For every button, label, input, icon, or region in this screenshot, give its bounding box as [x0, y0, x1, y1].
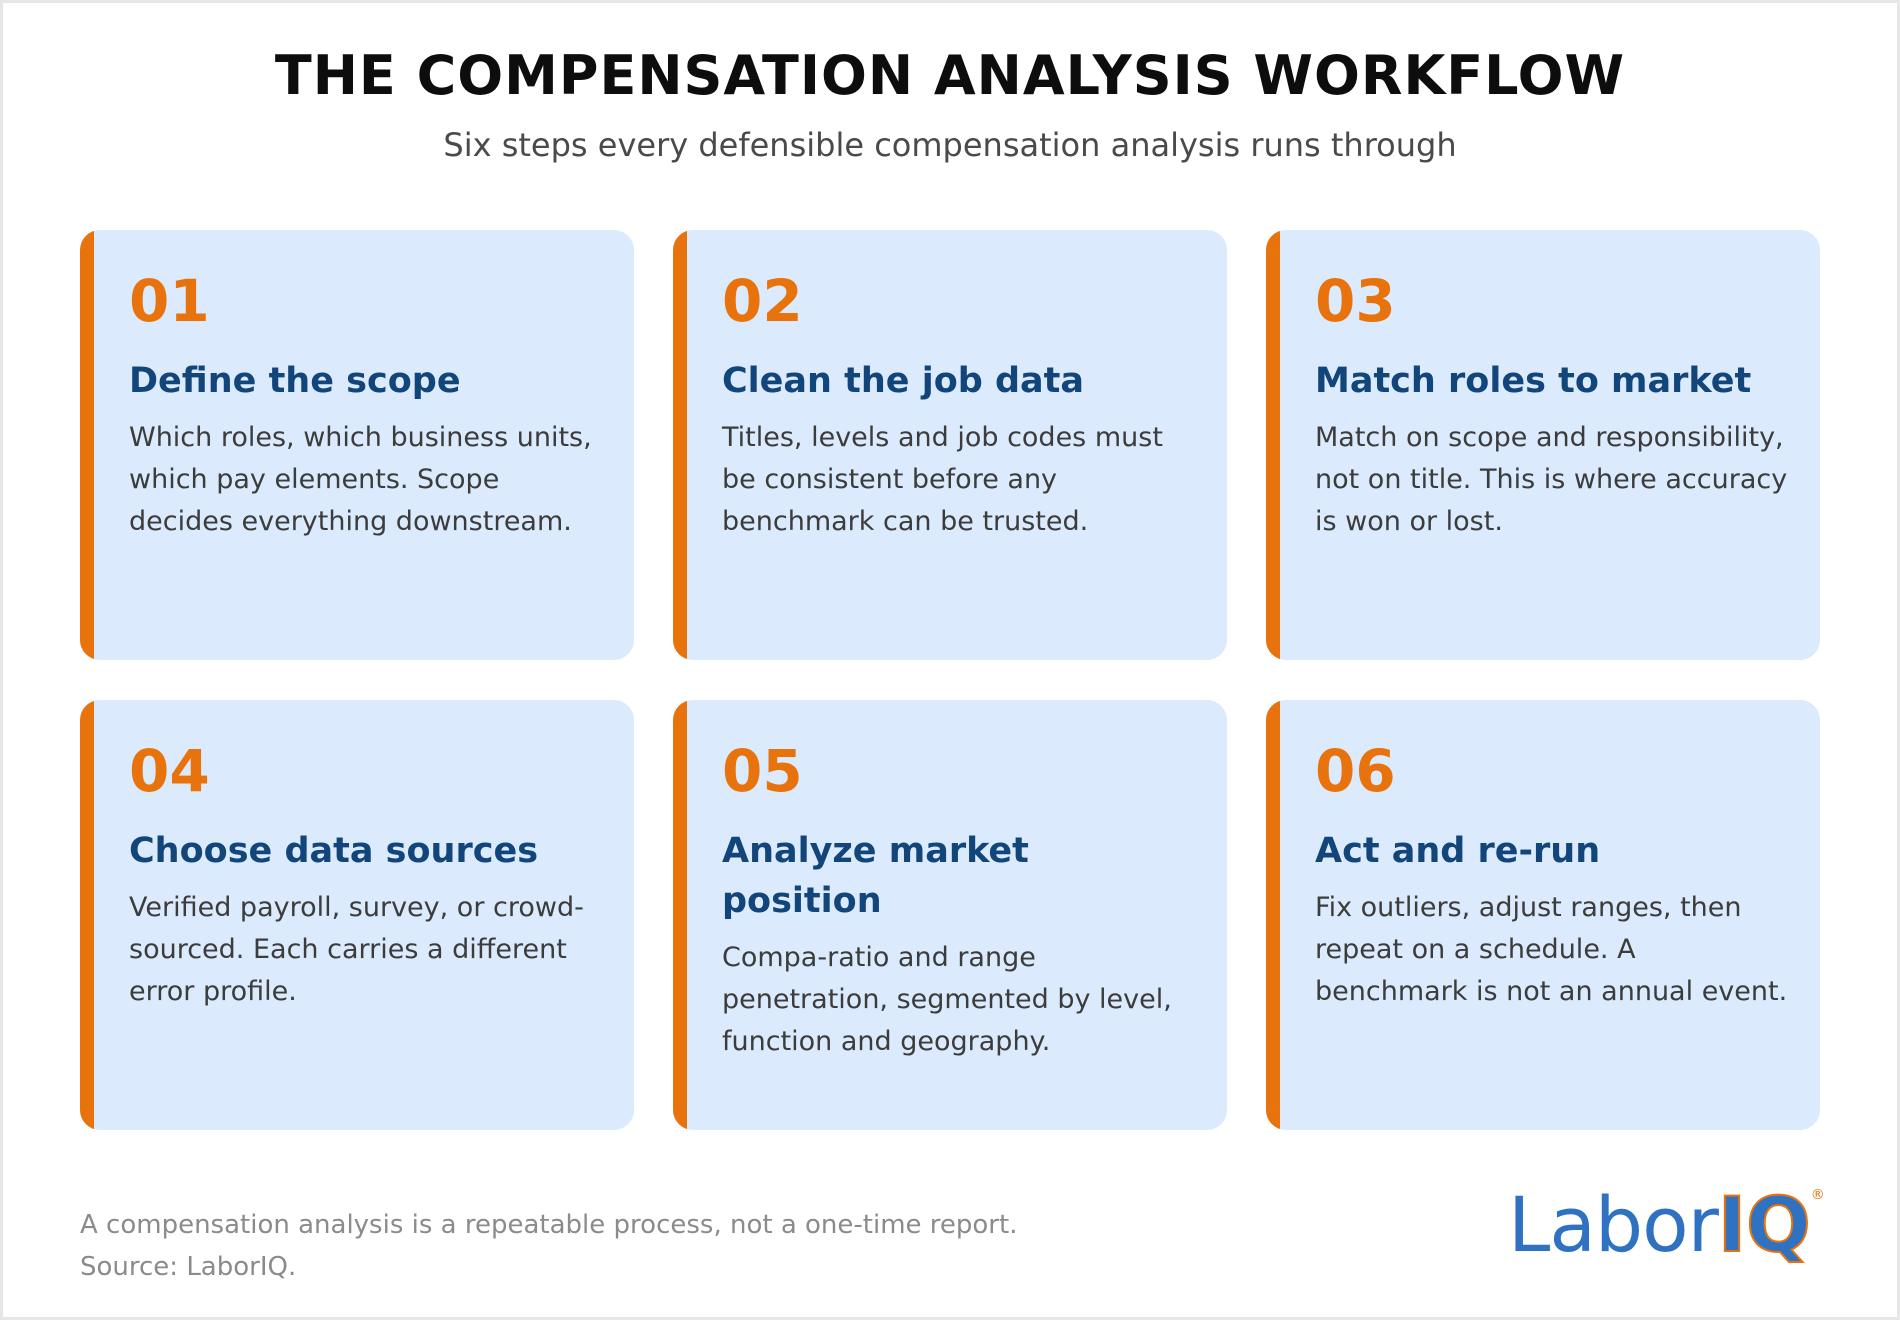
- logo-wordmark-labor: Labor: [1508, 1180, 1719, 1269]
- step-number: 02: [722, 267, 803, 335]
- page-title: THE COMPENSATION ANALYSIS WORKFLOW: [274, 44, 1626, 107]
- step-title: Choose data sources: [129, 831, 539, 871]
- footer-note: A compensation analysis is a repeatable …: [80, 1210, 1018, 1240]
- step-title: Act and re-run: [1315, 831, 1601, 871]
- laboriq-logo: LaborIQ®: [1508, 1179, 1828, 1270]
- step-number: 03: [1315, 267, 1396, 335]
- step-description: Fix outliers, adjust ranges, then repeat…: [1315, 892, 1788, 1007]
- step-description: Titles, levels and job codes must be con…: [722, 422, 1163, 537]
- step-card-02: 02 Clean the job data Titles, levels and…: [673, 230, 1227, 660]
- page-subtitle: Six steps every defensible compensation …: [443, 126, 1457, 164]
- step-description: Compa-ratio and range penetration, segme…: [722, 942, 1172, 1057]
- step-number: 01: [129, 267, 210, 335]
- accent-bar: [80, 700, 94, 1130]
- step-number: 04: [129, 737, 210, 805]
- step-title: Define the scope: [129, 361, 461, 401]
- accent-bar: [673, 230, 687, 660]
- step-title: Analyze market position: [722, 831, 1029, 921]
- footer-source: Source: LaborIQ.: [80, 1252, 297, 1282]
- step-card-03: 03 Match roles to market Match on scope …: [1266, 230, 1820, 660]
- accent-bar: [673, 700, 687, 1130]
- accent-bar: [80, 230, 94, 660]
- step-card-06: 06 Act and re-run Fix outliers, adjust r…: [1266, 700, 1820, 1130]
- step-number: 05: [722, 737, 803, 805]
- step-card-05: 05 Analyze market position Compa-ratio a…: [673, 700, 1227, 1130]
- step-number: 06: [1315, 737, 1396, 805]
- accent-bar: [1266, 230, 1280, 660]
- step-card-01: 01 Define the scope Which roles, which b…: [80, 230, 634, 660]
- step-card-04: 04 Choose data sources Verified payroll,…: [80, 700, 634, 1130]
- registered-mark-icon: ®: [1810, 1187, 1825, 1203]
- step-description: Verified payroll, survey, or crowd-sourc…: [129, 892, 584, 1007]
- step-title: Clean the job data: [722, 361, 1085, 401]
- logo-wordmark-iq: IQ: [1717, 1179, 1812, 1270]
- accent-bar: [1266, 700, 1280, 1130]
- step-description: Which roles, which business units, which…: [129, 422, 592, 537]
- step-title: Match roles to market: [1315, 361, 1752, 401]
- step-description: Match on scope and responsibility, not o…: [1315, 422, 1788, 537]
